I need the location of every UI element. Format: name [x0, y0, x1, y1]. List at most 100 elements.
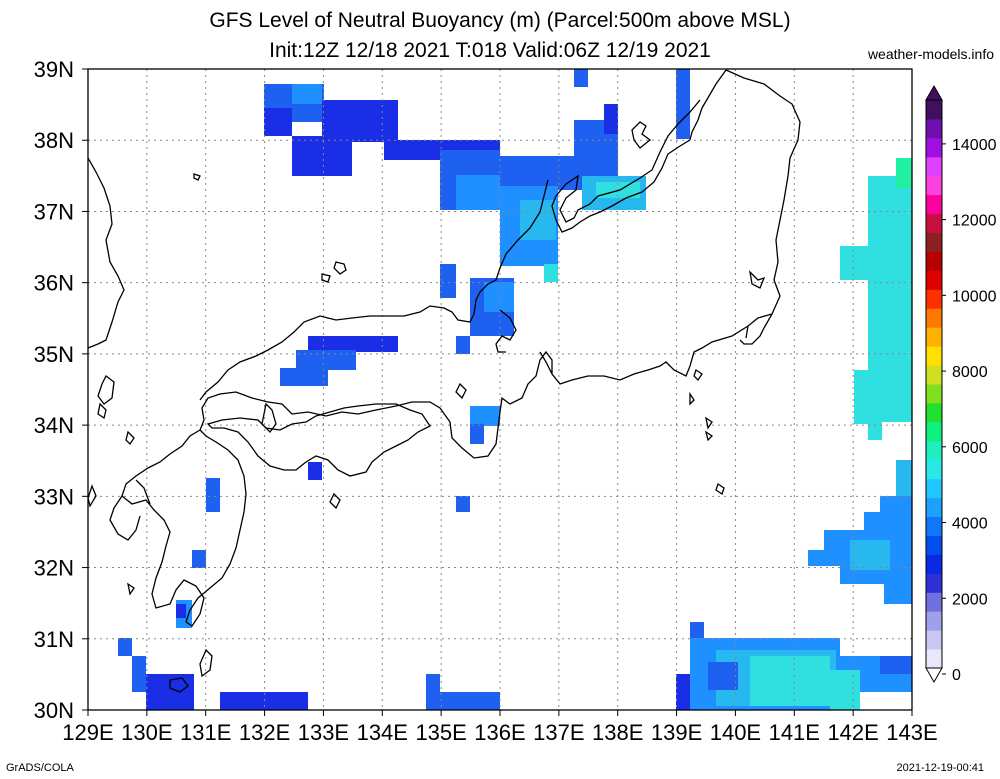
- colorbar-swatch: [926, 535, 942, 555]
- island: [329, 492, 341, 510]
- lnb-patch: [520, 200, 556, 240]
- korea-coast: [88, 157, 125, 349]
- colorbar-swatch: [926, 611, 942, 631]
- kyushu-coast: [121, 429, 247, 627]
- colorbar-swatch: [926, 421, 942, 442]
- lnb-patch: [880, 656, 912, 674]
- lon-tick-label: 138E: [592, 720, 643, 745]
- colorbar-swatch: [926, 592, 942, 612]
- lnb-patch: [470, 424, 484, 444]
- lon-tick-label: 137E: [533, 720, 584, 745]
- colorbar-swatch: [926, 270, 942, 290]
- lat-tick-label: 33N: [34, 484, 74, 509]
- colorbar: [925, 84, 943, 684]
- lnb-patch: [896, 158, 912, 188]
- colorbar-swatch: [926, 384, 942, 404]
- lnb-patch: [176, 604, 186, 618]
- lon-tick-label: 132E: [239, 720, 290, 745]
- lat-tick-label: 34N: [34, 413, 74, 438]
- lnb-patch: [604, 104, 618, 134]
- lat-lon-grid: [88, 69, 912, 710]
- lat-tick-label: 39N: [34, 57, 74, 82]
- colorbar-swatch: [926, 213, 942, 234]
- lon-tick-label: 136E: [474, 720, 525, 745]
- colorbar-max-arrow: [925, 84, 943, 101]
- island: [705, 416, 713, 430]
- colorbar-tick-label: 14000: [952, 137, 997, 154]
- lnb-patch: [426, 674, 440, 710]
- island: [125, 430, 135, 446]
- lnb-patch: [308, 336, 398, 352]
- island: [704, 430, 714, 442]
- lnb-patch: [456, 336, 470, 354]
- lnb-patch: [830, 670, 860, 710]
- colorbar-min-arrow: [925, 667, 943, 684]
- latitude-labels: 30N 31N 32N 33N 34N 35N 36N 37N 38N 39N: [34, 57, 74, 723]
- longitude-labels: 129E 130E 131E 132E 133E 134E 135E 136E 137E 138E…: [62, 720, 937, 745]
- colorbar-swatch: [926, 156, 942, 177]
- lat-tick-label: 38N: [34, 128, 74, 153]
- lnb-patch: [206, 478, 220, 512]
- lnb-patch: [880, 496, 912, 516]
- kanto-coast: [739, 313, 773, 345]
- island: [689, 391, 695, 406]
- lnb-patch: [456, 496, 470, 512]
- lnb-patch: [440, 264, 456, 298]
- colorbar-swatch: [926, 232, 942, 252]
- lat-tick-label: 30N: [34, 698, 74, 723]
- colorbar-tick-label: 2000: [952, 591, 988, 608]
- colorbar-tick-label: 4000: [952, 516, 988, 533]
- colorbar-swatch: [926, 365, 942, 385]
- lon-tick-label: 141E: [769, 720, 820, 745]
- colorbar-swatch: [926, 175, 942, 196]
- kyushu-west: [109, 479, 151, 541]
- island: [631, 121, 652, 149]
- colorbar-swatch: [926, 573, 942, 593]
- lnb-patch: [440, 692, 500, 710]
- colorbar-labels: 0 2000 4000 6000 8000 10000 12000 14000: [942, 137, 997, 684]
- lat-tick-label: 36N: [34, 271, 74, 296]
- lnb-field: [118, 69, 912, 710]
- lnb-patch: [264, 108, 292, 136]
- lnb-patch: [292, 84, 322, 104]
- island: [127, 582, 135, 596]
- colorbar-swatch: [926, 194, 942, 215]
- software-credit: GrADS/COLA: [6, 762, 74, 774]
- lnb-patch: [220, 692, 308, 710]
- lnb-patch: [864, 512, 912, 532]
- colorbar-swatch: [926, 100, 942, 120]
- lnb-patch: [192, 550, 206, 568]
- lnb-patch: [118, 638, 132, 656]
- colorbar-swatch: [926, 346, 942, 366]
- colorbar-swatch: [926, 459, 942, 480]
- island: [749, 270, 766, 289]
- island: [333, 261, 347, 275]
- lnb-patch: [470, 406, 500, 426]
- colorbar-tick-label: 8000: [952, 364, 988, 381]
- colorbar-tick-label: 6000: [952, 440, 988, 457]
- honshu-coast: [199, 69, 801, 459]
- lnb-patch: [708, 662, 738, 690]
- lnb-patch: [884, 582, 912, 604]
- lon-tick-label: 143E: [886, 720, 937, 745]
- island: [261, 402, 277, 433]
- colorbar-tick-label: 0: [952, 667, 961, 684]
- colorbar-tick-label: 12000: [952, 213, 997, 230]
- lon-tick-label: 133E: [298, 720, 349, 745]
- lnb-patch: [574, 69, 588, 87]
- lnb-patch: [868, 176, 912, 422]
- colorbar-swatch: [926, 516, 942, 536]
- lat-tick-label: 37N: [34, 199, 74, 224]
- colorbar-swatch: [926, 478, 942, 499]
- island: [715, 482, 725, 496]
- island: [199, 648, 213, 678]
- lnb-patch: [132, 656, 146, 674]
- colorbar-swatch: [926, 137, 942, 158]
- colorbar-swatch: [926, 118, 942, 139]
- lat-tick-label: 35N: [34, 342, 74, 367]
- lnb-patch: [544, 264, 558, 282]
- lon-tick-label: 129E: [62, 720, 113, 745]
- colorbar-swatch: [926, 497, 942, 518]
